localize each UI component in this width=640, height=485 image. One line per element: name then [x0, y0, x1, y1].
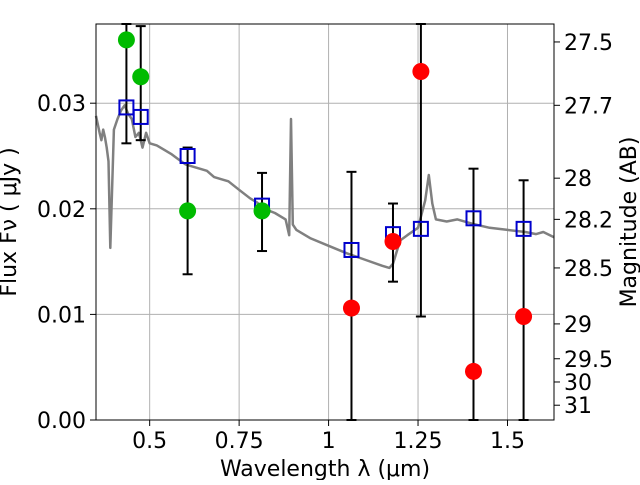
x-tick-label: 1: [322, 429, 336, 454]
right-tick-label: 27.7: [564, 94, 613, 119]
nondetection-point: [412, 63, 430, 81]
model-square-marker: [412, 220, 429, 237]
x-tick-label: 0.75: [215, 429, 264, 454]
nondetection-point: [515, 308, 533, 326]
right-tick-label: 28.2: [564, 208, 613, 233]
x-tick-label: 1.5: [490, 429, 525, 454]
right-tick-label: 27.5: [564, 31, 613, 56]
model-square-marker: [118, 99, 135, 116]
right-tick-label: 28.5: [564, 257, 613, 282]
y-axis-label: Flux Fν ( μJy ): [0, 147, 22, 296]
right-tick-label: 28: [564, 167, 592, 192]
nondetection-point: [342, 299, 360, 317]
right-tick-label: 31: [564, 394, 592, 419]
x-tick-label: 0.5: [132, 429, 167, 454]
detection-point: [117, 31, 135, 49]
x-tick-label: 1.25: [394, 429, 443, 454]
model-square-marker: [465, 210, 482, 227]
model-square-marker: [515, 220, 532, 237]
y-tick-label: 0.02: [37, 198, 86, 223]
template-spectrum-group: [94, 104, 555, 270]
model-square-marker: [179, 148, 196, 164]
y-tick-label: 0.00: [37, 409, 86, 434]
detection-point: [179, 202, 197, 220]
right-tick-label: 29: [564, 313, 592, 338]
nondetection-point: [464, 362, 482, 380]
right-tick-label: 30: [564, 371, 592, 396]
nondetection-point: [384, 233, 402, 251]
x-axis-label: Wavelength λ (μm): [220, 457, 430, 480]
right-axis-label: Magnitude (AB): [617, 137, 640, 308]
model-square-marker: [343, 241, 360, 258]
grid-lines: [96, 24, 554, 421]
right-tick-label: 29.5: [564, 348, 613, 373]
detection-point: [132, 68, 150, 86]
y-tick-label: 0.01: [37, 303, 86, 328]
markers-group: [117, 31, 533, 380]
detection-point: [253, 202, 271, 220]
template-spectrum-line: [94, 104, 555, 270]
plot-frame: [95, 23, 555, 421]
axes-group: 0.5 0.75 1 1.25 1.5 0.00 0.01 0.02 0.03 27.5 27.7 2…: [37, 31, 613, 454]
model-square-marker: [132, 108, 149, 125]
y-tick-label: 0.03: [37, 92, 86, 117]
